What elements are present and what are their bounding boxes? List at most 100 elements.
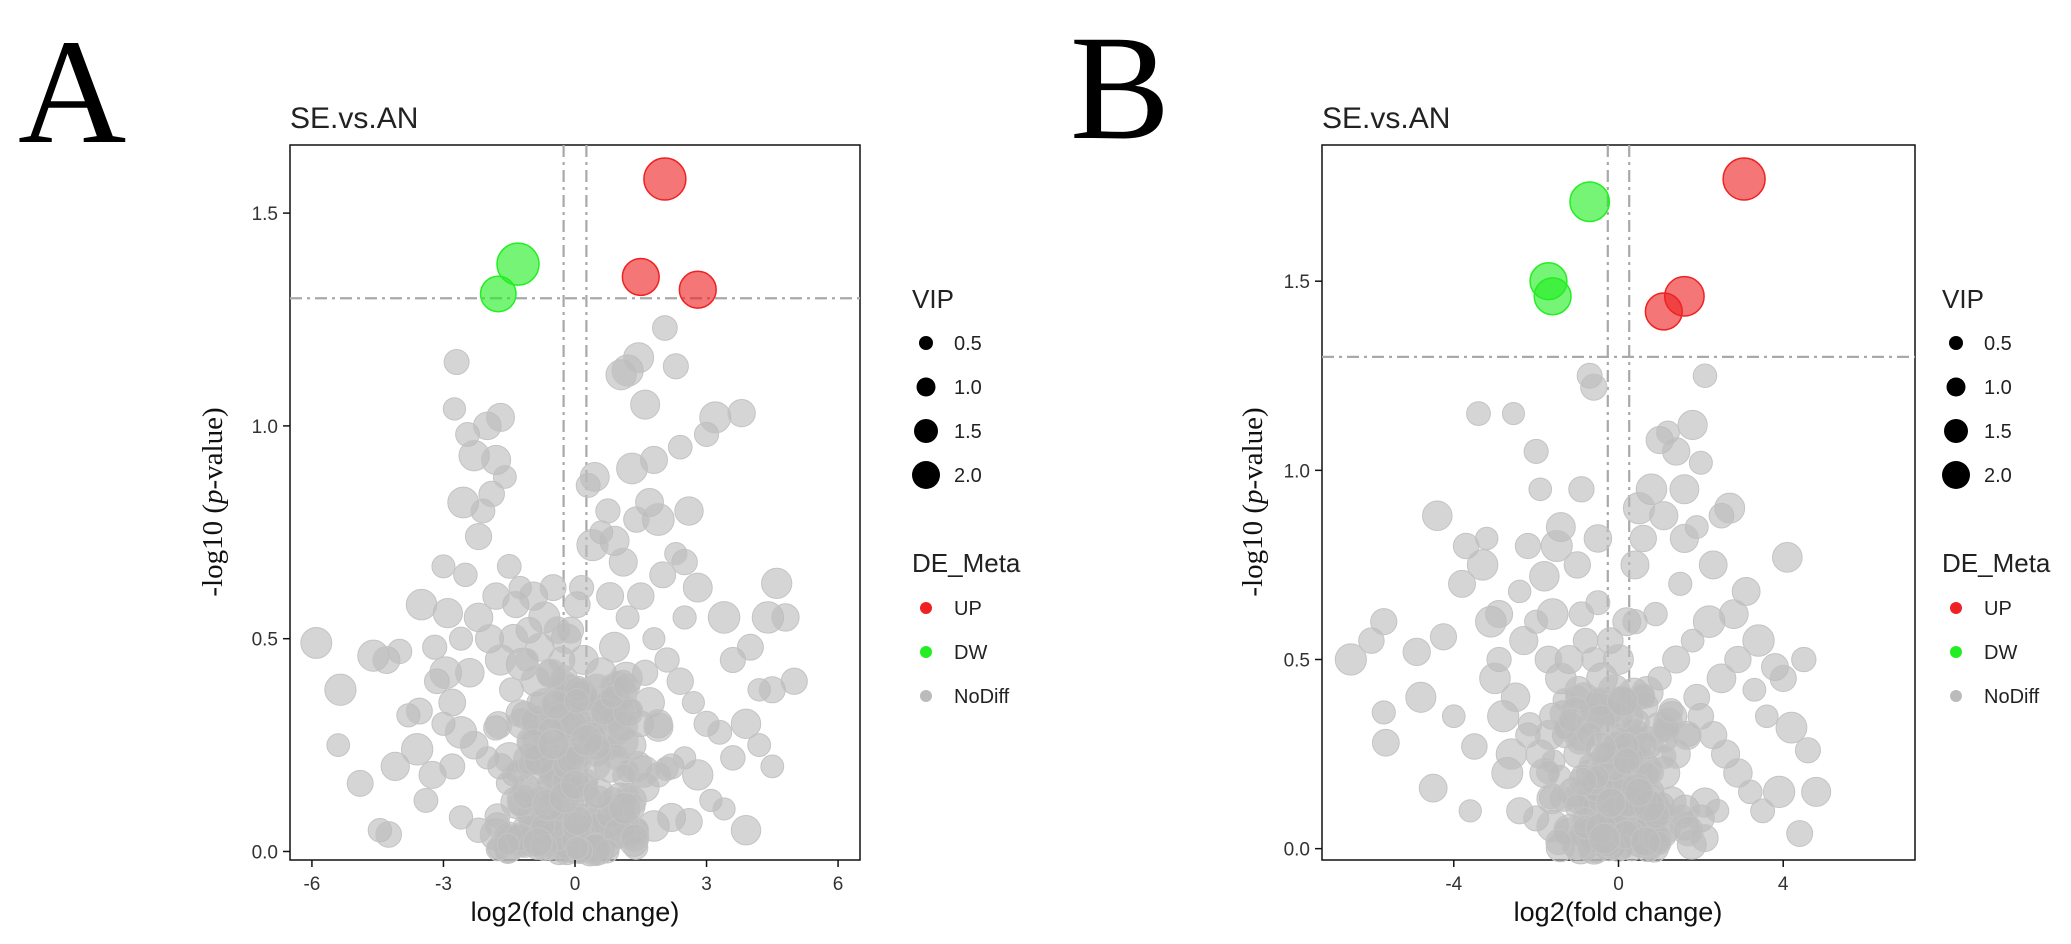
nodiff-point bbox=[654, 756, 679, 782]
nodiff-point bbox=[1791, 646, 1817, 673]
nodiff-point bbox=[643, 711, 674, 742]
legend-color-dot bbox=[1950, 690, 1962, 702]
x-tick-label: 6 bbox=[833, 874, 844, 895]
nodiff-point bbox=[453, 562, 478, 588]
nodiff-point bbox=[1535, 760, 1561, 785]
nodiff-point bbox=[1677, 409, 1708, 441]
nodiff-point bbox=[615, 605, 640, 630]
nodiff-point bbox=[1750, 798, 1776, 824]
y-axis-title-prefix-a: -log10 ( bbox=[197, 504, 229, 597]
legend-size-title-a: VIP bbox=[912, 284, 954, 314]
nodiff-point bbox=[1528, 477, 1553, 502]
nodiff-point bbox=[375, 821, 403, 848]
nodiff-point bbox=[771, 603, 800, 632]
nodiff-point bbox=[431, 554, 456, 579]
nodiff-point bbox=[649, 561, 677, 589]
nodiff-point bbox=[652, 315, 678, 341]
legend-size-label: 2.0 bbox=[1984, 465, 2012, 487]
dw-point bbox=[1569, 181, 1611, 223]
nodiff-point bbox=[1724, 645, 1752, 674]
y-axis-title-a: -log10 (p-value) bbox=[197, 407, 229, 596]
nodiff-point bbox=[654, 647, 680, 673]
nodiff-point bbox=[627, 582, 655, 610]
nodiff-point bbox=[1772, 542, 1803, 573]
legend-color-dot bbox=[1950, 646, 1962, 658]
nodiff-point bbox=[736, 633, 764, 661]
nodiff-point bbox=[682, 759, 714, 791]
nodiff-point bbox=[672, 605, 697, 630]
legend-color-entries-a: UP DW NoDiff bbox=[920, 598, 1010, 708]
nodiff-point bbox=[1370, 608, 1398, 636]
nodiff-point bbox=[1581, 646, 1607, 673]
nodiff-point bbox=[1606, 685, 1639, 718]
nodiff-point bbox=[1540, 529, 1573, 563]
nodiff-point bbox=[492, 465, 517, 489]
nodiff-point bbox=[484, 711, 513, 739]
nodiff-point bbox=[1536, 783, 1568, 815]
nodiff-point bbox=[623, 342, 655, 374]
nodiff-point bbox=[712, 797, 736, 821]
nodiff-point bbox=[1669, 523, 1699, 554]
y-tick-label: 0.0 bbox=[1284, 840, 1310, 861]
nodiff-point bbox=[1658, 698, 1684, 723]
nodiff-point bbox=[1651, 744, 1677, 770]
nodiff-point bbox=[448, 626, 474, 651]
nodiff-point bbox=[514, 647, 539, 672]
nodiff-point bbox=[1334, 643, 1367, 676]
nodiff-point bbox=[1588, 822, 1621, 855]
legend-a: VIP 0.5 1.0 1.5 2.0 DE_Meta UP DW NoDiff bbox=[912, 284, 1021, 708]
chart-title-a: SE.vs.AN bbox=[290, 102, 418, 135]
panel-letter-b: B bbox=[1070, 5, 1170, 171]
nodiff-point bbox=[1358, 627, 1385, 654]
up-point bbox=[1722, 157, 1766, 201]
nodiff-point bbox=[1622, 492, 1656, 525]
nodiff-point bbox=[582, 777, 615, 809]
nodiff-point bbox=[498, 623, 529, 654]
nodiff-point bbox=[1523, 438, 1549, 464]
nodiff-point bbox=[1680, 628, 1705, 653]
nodiff-point bbox=[623, 506, 650, 533]
nodiff-point bbox=[496, 553, 522, 579]
nodiff-point bbox=[1485, 600, 1514, 629]
nodiff-point bbox=[1501, 402, 1526, 426]
nodiff-point bbox=[499, 677, 524, 703]
nodiff-point bbox=[662, 353, 689, 380]
legend-size-dot bbox=[916, 377, 936, 397]
nodiff-point bbox=[568, 644, 599, 675]
legend-color-dot bbox=[920, 690, 932, 702]
nodiff-point bbox=[464, 522, 493, 551]
nodiff-point bbox=[1466, 401, 1491, 427]
legend-size-label: 1.5 bbox=[1984, 421, 2012, 443]
nodiff-point bbox=[1762, 775, 1796, 809]
legend-size-label: 1.0 bbox=[954, 377, 982, 399]
panel-a: A SE.vs.AN -6 -3 0 3 6 0.0 0.5 1.0 1.5 log2(fol… bbox=[18, 9, 861, 927]
nodiff-point bbox=[667, 434, 693, 460]
nodiff-point bbox=[482, 582, 510, 610]
x-ticks-a: -6 -3 0 3 6 bbox=[303, 860, 843, 895]
nodiff-point bbox=[1630, 826, 1661, 857]
nodiff-point bbox=[664, 541, 688, 566]
nodiff-point bbox=[1448, 569, 1476, 598]
legend-color-title-a: DE_Meta bbox=[912, 548, 1021, 578]
nodiff-point bbox=[579, 461, 610, 492]
nodiff-point bbox=[1514, 532, 1542, 560]
nodiff-point bbox=[1786, 820, 1814, 847]
nodiff-point bbox=[1662, 645, 1691, 674]
nodiff-point bbox=[642, 627, 666, 651]
nodiff-point bbox=[707, 601, 741, 634]
nodiff-point bbox=[674, 496, 704, 526]
legend-size-dot bbox=[1946, 377, 1966, 397]
nodiff-point bbox=[1620, 550, 1650, 580]
nodiff-point bbox=[1723, 758, 1753, 788]
legend-size-dot bbox=[1942, 461, 1970, 489]
nodiff-point bbox=[727, 398, 756, 428]
nodiff-point bbox=[536, 658, 567, 689]
nodiff-point bbox=[1595, 787, 1626, 818]
nodiff-point bbox=[563, 687, 590, 714]
nodiff-point bbox=[1714, 492, 1746, 524]
nodiff-point bbox=[730, 708, 762, 740]
legend-color-label: NoDiff bbox=[1984, 686, 2040, 708]
nodiff-point bbox=[1672, 815, 1704, 847]
y-tick-label: 0.5 bbox=[1284, 650, 1310, 671]
nodiff-point bbox=[405, 588, 438, 621]
